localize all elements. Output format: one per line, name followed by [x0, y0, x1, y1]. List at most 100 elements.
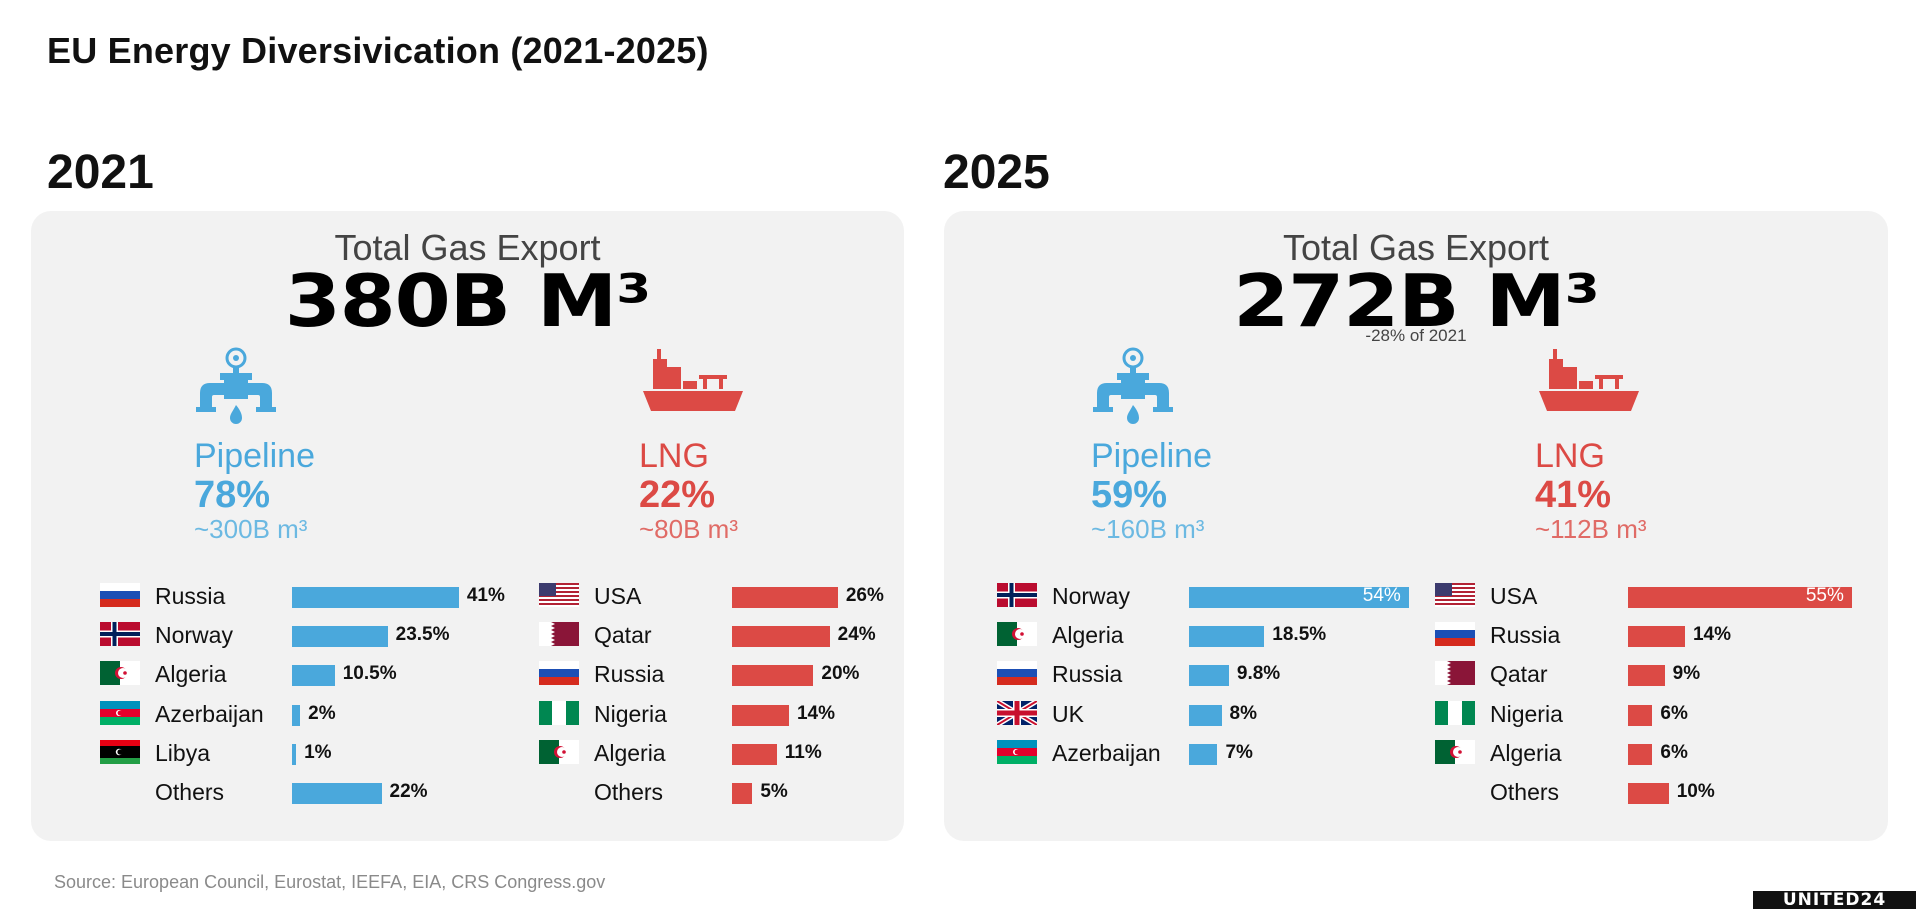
russia-flag-icon [100, 583, 140, 607]
country-name: Qatar [594, 622, 652, 649]
country-name: Algeria [1052, 622, 1124, 649]
source-row-russia: Russia 41% [100, 581, 505, 611]
lng-tanker-ship-icon [643, 349, 743, 411]
share-value-label: 9.8% [1236, 663, 1281, 685]
year-heading-2025: 2025 [943, 146, 1050, 199]
share-value-label: 10% [1676, 781, 1715, 802]
qatar-flag-icon [539, 622, 579, 647]
share-bar [292, 626, 388, 648]
source-row-libya: Libya 1% [100, 738, 460, 768]
country-name: Russia [155, 583, 226, 609]
share-value-label: 14% [1692, 624, 1731, 646]
share-bar [732, 587, 838, 608]
pipeline-volume: ~160B m³ [1091, 514, 1205, 544]
pipeline-share: 78% [194, 474, 271, 516]
share-bar [1628, 704, 1653, 726]
country-name: Algeria [1490, 739, 1562, 766]
source-row-algeria: Algeria 6% [1435, 738, 1865, 768]
total-gas-export-value: 272B M³ [1233, 259, 1600, 343]
source-row-azerbaijan: Azerbaijan 2% [100, 699, 460, 729]
source-row-qatar: Qatar 9% [1435, 659, 1865, 689]
share-bar [1189, 587, 1409, 608]
lng-tanker-ship-icon [1539, 349, 1639, 411]
pipeline-share: 59% [1091, 474, 1168, 516]
source-row-usa: USA 55% [1435, 581, 1865, 611]
pipeline-label: Pipeline [194, 437, 315, 475]
share-bar [292, 587, 459, 608]
share-value-label: 1% [304, 741, 332, 763]
source-row-algeria: Algeria 10.5% [100, 659, 460, 689]
share-bar [292, 665, 335, 687]
share-value-label: 6% [1660, 741, 1688, 763]
share-bar [1189, 704, 1222, 726]
share-bar [1628, 783, 1669, 804]
share-bar [1628, 587, 1852, 608]
share-bar [732, 783, 753, 804]
country-name: Azerbaijan [1052, 739, 1161, 766]
libya-flag-icon [100, 739, 140, 764]
qatar-flag-icon [1435, 661, 1475, 686]
lng-label: LNG [639, 437, 709, 475]
share-value-label: 20% [821, 663, 860, 685]
algeria-flag-icon [100, 661, 140, 686]
norway-flag-icon [997, 583, 1037, 607]
source-row-algeria: Algeria 11% [539, 738, 899, 768]
share-value-label: 23.5% [395, 624, 450, 646]
share-bar [1189, 743, 1218, 765]
country-name: Algeria [155, 661, 227, 688]
pipeline-summary: Pipeline 78% ~300B m³ [194, 345, 315, 543]
share-bar [292, 783, 382, 804]
united24-logo: UNITED24 [1753, 891, 1916, 909]
source-row-nigeria: Nigeria 6% [1435, 699, 1865, 729]
pipeline-volume: ~300B m³ [194, 514, 308, 544]
lng-volume: ~80B m³ [639, 514, 738, 544]
algeria-flag-icon [1435, 739, 1475, 764]
share-bar [1628, 626, 1685, 648]
source-row-azerbaijan: Azerbaijan 7% [997, 738, 1397, 768]
share-value-label: 9% [1672, 663, 1701, 685]
total-gas-export-label: Total Gas Export [334, 227, 601, 268]
share-bar [1189, 626, 1265, 648]
country-name: Others [1490, 779, 1560, 805]
share-value-label: 55% [1805, 585, 1844, 606]
source-row-others: Others 22% [100, 777, 460, 807]
country-name: Others [155, 779, 225, 805]
country-name: Russia [1052, 661, 1123, 688]
country-name: Algeria [594, 739, 666, 766]
total-gas-export-label: Total Gas Export [1282, 227, 1550, 268]
share-value-label: 41% [466, 585, 505, 606]
source-row-russia: Russia 9.8% [997, 659, 1397, 689]
share-value-label: 7% [1225, 741, 1253, 763]
lng-volume: ~112B m³ [1535, 514, 1647, 544]
chart-title: EU Energy Diversivication (2021-2025) [47, 30, 709, 71]
gas-pipeline-icon [1093, 347, 1173, 424]
country-name: Norway [155, 622, 233, 649]
share-bar [732, 665, 814, 687]
russia-flag-icon [997, 661, 1037, 686]
country-name: Libya [155, 739, 210, 766]
share-value-label: 24% [837, 624, 876, 646]
source-row-nigeria: Nigeria 14% [539, 699, 899, 729]
total-gas-export-value: 380B M³ [284, 259, 652, 343]
lng-summary: LNG 41% ~112B m³ [1535, 345, 1647, 543]
year-heading-2021: 2021 [47, 146, 154, 199]
share-value-label: 6% [1660, 702, 1688, 724]
source-row-others: Others 5% [539, 777, 899, 807]
nigeria-flag-icon [1435, 700, 1475, 725]
source-row-algeria: Algeria 18.5% [997, 620, 1397, 650]
country-name: USA [594, 583, 642, 609]
lng-share: 41% [1535, 474, 1612, 516]
country-name: Azerbaijan [155, 700, 264, 727]
uk-flag-icon [997, 700, 1037, 725]
share-value-label: 5% [760, 781, 788, 802]
share-value-label: 18.5% [1272, 624, 1327, 646]
country-name: Nigeria [1490, 700, 1563, 727]
total-gas-export-change-note: -28% of 2021 [1365, 326, 1467, 345]
share-value-label: 14% [796, 702, 835, 724]
russia-flag-icon [1435, 622, 1475, 647]
source-row-russia: Russia 20% [539, 659, 899, 689]
share-bar [1628, 665, 1665, 687]
lng-summary: LNG 22% ~80B m³ [639, 345, 747, 543]
algeria-flag-icon [539, 739, 579, 764]
source-row-others: Others 10% [1435, 777, 1865, 807]
